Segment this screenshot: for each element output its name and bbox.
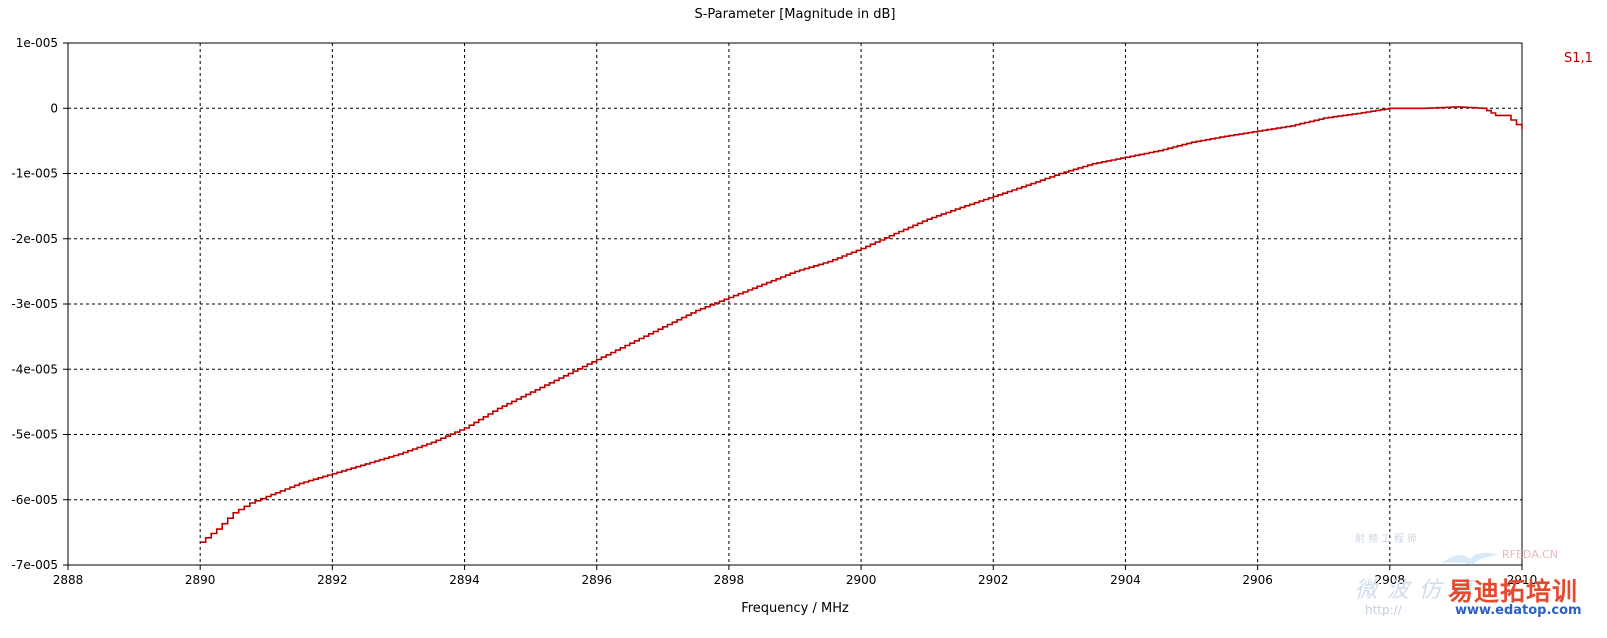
- y-tick-label: 1e-005: [16, 36, 58, 50]
- y-tick-label: -4e-005: [11, 362, 58, 376]
- x-tick-label: 2892: [317, 573, 348, 587]
- y-tick-label: -5e-005: [11, 428, 58, 442]
- chart-title: S-Parameter [Magnitude in dB]: [694, 7, 895, 22]
- grid: [68, 43, 1522, 565]
- x-tick-label: 2896: [581, 573, 612, 587]
- legend-series-label: S1,1: [1564, 51, 1593, 66]
- x-tick-label: 2894: [449, 573, 480, 587]
- series-line-s11: [200, 106, 1523, 543]
- y-axis-ticks: 1e-005 0 -1e-005 -2e-005 -3e-005 -4e-005 -5e-0…: [11, 36, 68, 572]
- x-axis-label: Frequency / MHz: [741, 601, 849, 616]
- y-tick-label: -3e-005: [11, 297, 58, 311]
- x-axis-ticks: 2888 2890 2892 2894 2896 2898 2900 2902 2904 2906…: [53, 565, 1538, 587]
- y-tick-label: -1e-005: [11, 167, 58, 181]
- x-tick-label: 2888: [53, 573, 84, 587]
- y-tick-label: 0: [50, 101, 58, 115]
- y-tick-label: -6e-005: [11, 493, 58, 507]
- x-tick-label: 2908: [1375, 573, 1406, 587]
- x-tick-label: 2906: [1242, 573, 1273, 587]
- y-tick-label: -2e-005: [11, 232, 58, 246]
- x-tick-label: 2902: [978, 573, 1009, 587]
- x-tick-label: 2904: [1110, 573, 1141, 587]
- x-tick-label: 2910: [1507, 573, 1538, 587]
- x-tick-label: 2898: [714, 573, 745, 587]
- series-layer: [200, 106, 1523, 543]
- x-tick-label: 2900: [846, 573, 877, 587]
- y-tick-label: -7e-005: [11, 558, 58, 572]
- x-tick-label: 2890: [185, 573, 216, 587]
